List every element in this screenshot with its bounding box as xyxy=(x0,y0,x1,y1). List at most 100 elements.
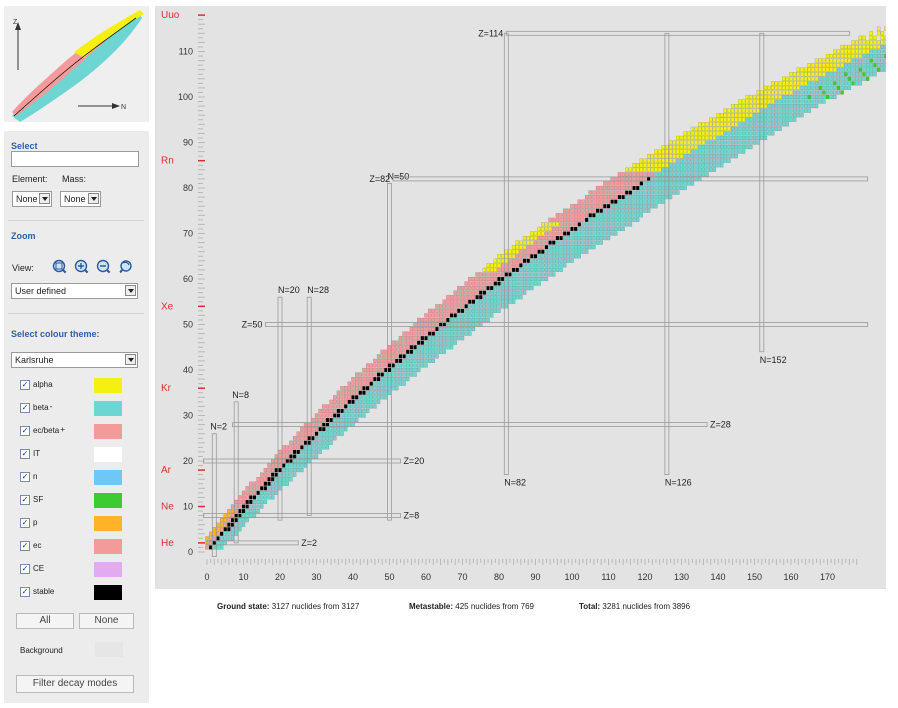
nuclide-cell[interactable] xyxy=(263,495,268,500)
nuclide-cell[interactable] xyxy=(354,399,359,404)
nuclide-cell[interactable] xyxy=(362,395,366,400)
nuclide-cell[interactable] xyxy=(449,317,454,323)
nuclide-cell[interactable] xyxy=(486,263,490,268)
nuclide-cell[interactable] xyxy=(570,249,574,254)
nuclide-cell[interactable] xyxy=(661,149,665,154)
nuclide-cell[interactable] xyxy=(417,340,421,345)
nuclide-cell[interactable] xyxy=(508,272,512,277)
nuclide-cell[interactable] xyxy=(438,349,443,354)
nuclide-cell[interactable] xyxy=(621,226,625,232)
nuclide-cell[interactable] xyxy=(792,113,797,118)
nuclide-cell[interactable] xyxy=(391,372,395,377)
nuclide-cell[interactable] xyxy=(530,263,534,268)
nuclide-cell[interactable] xyxy=(614,199,618,204)
nuclide-cell[interactable] xyxy=(855,44,859,50)
nuclide-cell[interactable] xyxy=(566,245,571,250)
nuclide-cell[interactable] xyxy=(749,135,753,141)
nuclide-cell[interactable] xyxy=(354,417,359,423)
nuclide-cell[interactable] xyxy=(391,340,395,345)
nuclide-cell[interactable] xyxy=(800,113,804,118)
nuclide-cell[interactable] xyxy=(749,131,753,136)
nuclide-cell[interactable] xyxy=(581,217,585,222)
nuclide-cell[interactable] xyxy=(851,44,855,50)
nuclide-cell[interactable] xyxy=(373,358,377,363)
nuclide-cell[interactable] xyxy=(584,235,589,241)
nuclide-cell[interactable] xyxy=(515,267,519,272)
nuclide-cell[interactable] xyxy=(406,372,410,377)
nuclide-cell[interactable] xyxy=(632,172,636,177)
nuclide-cell[interactable] xyxy=(734,113,738,118)
nuclide-cell[interactable] xyxy=(307,436,311,441)
nuclide-cell[interactable] xyxy=(263,468,268,473)
nuclide-cell[interactable] xyxy=(807,90,811,95)
nuclide-cell[interactable] xyxy=(836,49,841,54)
nuclide-cell[interactable] xyxy=(716,163,720,168)
nuclide-cell[interactable] xyxy=(814,90,819,95)
nuclide-cell[interactable] xyxy=(566,208,571,213)
nuclide-cell[interactable] xyxy=(672,185,676,191)
nuclide-cell[interactable] xyxy=(734,104,738,109)
nuclide-cell[interactable] xyxy=(657,176,662,181)
nuclide-cell[interactable] xyxy=(573,226,578,232)
nuclide-cell[interactable] xyxy=(822,58,826,63)
nuclide-cell[interactable] xyxy=(855,49,859,54)
nuclide-cell[interactable] xyxy=(771,90,775,95)
nuclide-cell[interactable] xyxy=(665,190,669,195)
nuclide-cell[interactable] xyxy=(362,367,366,373)
nuclide-cell[interactable] xyxy=(427,317,432,323)
nuclide-cell[interactable] xyxy=(227,522,231,527)
nuclide-cell[interactable] xyxy=(420,363,425,368)
nuclide-cell[interactable] xyxy=(581,222,585,227)
nuclide-cell[interactable] xyxy=(818,67,822,72)
nuclide-cell[interactable] xyxy=(778,99,782,104)
nuclide-cell[interactable] xyxy=(719,140,724,145)
nuclide-cell[interactable] xyxy=(606,185,611,191)
nuclide-cell[interactable] xyxy=(595,222,600,227)
nuclide-cell[interactable] xyxy=(398,377,403,382)
nuclide-cell[interactable] xyxy=(358,395,362,400)
nuclide-cell[interactable] xyxy=(847,81,852,86)
nuclide-cell[interactable] xyxy=(756,108,760,113)
nuclide-cell[interactable] xyxy=(446,340,450,345)
nuclide-cell[interactable] xyxy=(369,367,373,373)
nuclide-cell[interactable] xyxy=(475,276,479,282)
nuclide-cell[interactable] xyxy=(449,322,454,327)
nuclide-cell[interactable] xyxy=(858,40,863,45)
nuclide-cell[interactable] xyxy=(307,458,311,464)
nuclide-cell[interactable] xyxy=(398,340,403,345)
nuclide-cell[interactable] xyxy=(544,235,549,241)
nuclide-cell[interactable] xyxy=(679,149,684,154)
nuclide-cell[interactable] xyxy=(858,58,863,63)
nuclide-cell[interactable] xyxy=(803,99,808,104)
nuclide-cell[interactable] xyxy=(858,53,863,59)
nuclide-cell[interactable] xyxy=(698,135,702,141)
nuclide-cell[interactable] xyxy=(362,404,366,409)
nuclide-cell[interactable] xyxy=(716,144,720,150)
nuclide-cell[interactable] xyxy=(705,149,709,154)
nuclide-cell[interactable] xyxy=(303,440,308,445)
nuclide-cell[interactable] xyxy=(208,540,213,545)
nuclide-chart-canvas[interactable]: HeNeArKrXeRnUuo0102030405060708090100110… xyxy=(155,6,898,589)
nuclide-cell[interactable] xyxy=(734,108,738,113)
nuclide-cell[interactable] xyxy=(687,167,691,172)
decay-mode-color-swatch[interactable] xyxy=(94,493,122,508)
nuclide-cell[interactable] xyxy=(581,240,585,245)
nuclide-cell[interactable] xyxy=(508,290,512,295)
nuclide-cell[interactable] xyxy=(573,245,578,250)
nuclide-cell[interactable] xyxy=(749,94,753,100)
nuclide-cell[interactable] xyxy=(281,468,286,473)
nuclide-cell[interactable] xyxy=(800,108,804,113)
nuclide-cell[interactable] xyxy=(818,81,822,86)
nuclide-cell[interactable] xyxy=(876,58,881,63)
nuclide-cell[interactable] xyxy=(398,345,403,350)
nuclide-cell[interactable] xyxy=(610,181,614,186)
nuclide-cell[interactable] xyxy=(865,58,870,63)
nuclide-cell[interactable] xyxy=(683,158,687,163)
nuclide-cell[interactable] xyxy=(694,172,698,177)
nuclide-cell[interactable] xyxy=(785,122,790,127)
nuclide-cell[interactable] xyxy=(672,158,676,163)
nuclide-cell[interactable] xyxy=(522,276,527,282)
nuclide-cell[interactable] xyxy=(687,163,691,168)
nuclide-cell[interactable] xyxy=(522,290,527,295)
nuclide-cell[interactable] xyxy=(592,240,596,245)
